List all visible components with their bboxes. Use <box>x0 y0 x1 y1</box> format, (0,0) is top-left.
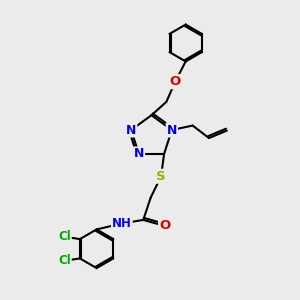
Text: Cl: Cl <box>58 254 71 267</box>
Text: O: O <box>159 219 170 232</box>
Text: Cl: Cl <box>58 230 71 243</box>
Text: NH: NH <box>112 217 132 230</box>
Text: N: N <box>167 124 177 136</box>
Text: N: N <box>126 124 136 136</box>
Text: N: N <box>134 147 144 161</box>
Text: O: O <box>169 75 181 88</box>
Text: S: S <box>156 170 166 183</box>
